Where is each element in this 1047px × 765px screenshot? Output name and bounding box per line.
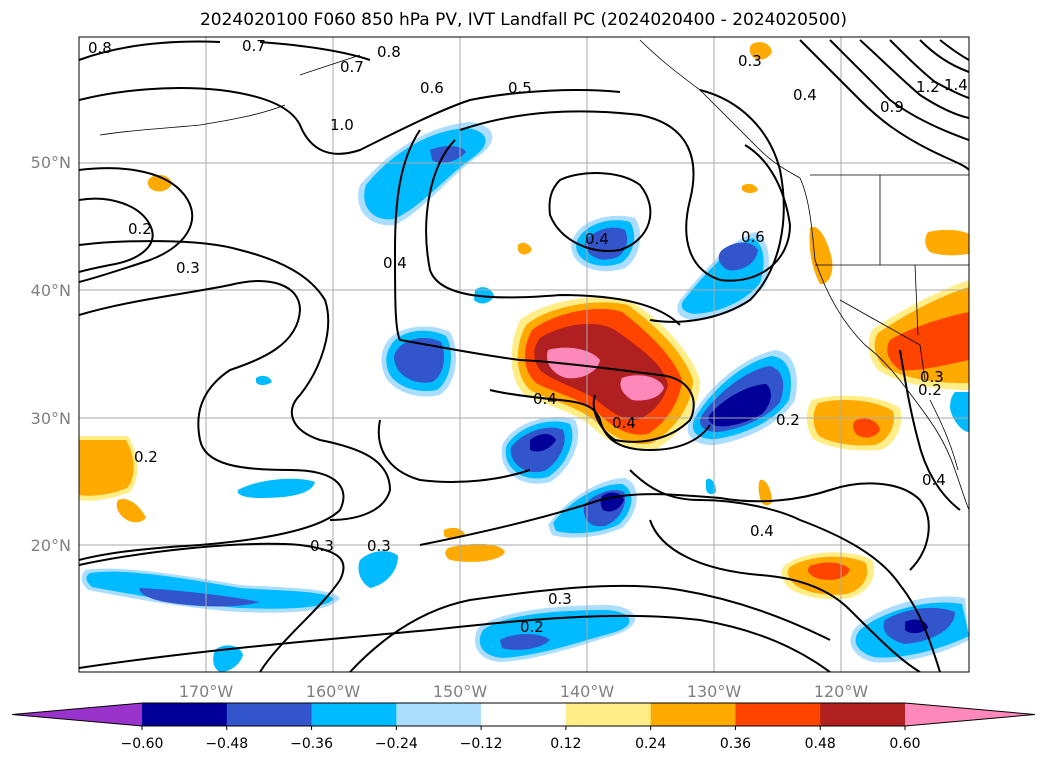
- colorbar-swatch: [311, 703, 397, 726]
- colorbar-swatch: [396, 703, 482, 726]
- colorbar-swatch: [142, 703, 228, 726]
- contour-label: 0.2: [134, 448, 158, 466]
- longitude-labels: 170°W 160°W 150°W 140°W 130°W 120°W: [179, 682, 869, 701]
- contour-label: 0.3: [310, 537, 334, 555]
- lon-label: 130°W: [687, 682, 742, 701]
- colorbar: −0.60 −0.48 −0.36 −0.24 −0.12 0.12 0.24 0.36 0.4…: [11, 702, 1036, 752]
- contour-label: 0.3: [738, 52, 762, 70]
- contour-label: 1.4: [944, 76, 968, 94]
- lon-label: 150°W: [433, 682, 488, 701]
- contour-label: 0.3: [367, 537, 391, 555]
- contour-label: 0.2: [776, 411, 800, 429]
- contour-label: 0.4: [750, 522, 774, 540]
- contour-label: 0.2: [918, 381, 942, 399]
- lon-label: 170°W: [179, 682, 234, 701]
- contour-label: 0.4: [383, 254, 407, 272]
- contour-label: 0.5: [508, 79, 532, 97]
- colorbar-tick-label: 0.24: [635, 736, 666, 752]
- contour-label: 1.0: [330, 116, 354, 134]
- colorbar-extend-high: [905, 703, 1035, 726]
- colorbar-tick-label: 0.12: [550, 736, 581, 752]
- contour-label: 0.9: [880, 98, 904, 116]
- contour-label: 0.7: [242, 37, 266, 55]
- contour-label: 0.3: [920, 368, 944, 386]
- shading-layer: [79, 42, 969, 672]
- contour-label: 0.3: [176, 259, 200, 277]
- contour-label: 0.4: [585, 230, 609, 248]
- colorbar-tick-label: −0.60: [121, 736, 164, 752]
- contour-labels: 0.8 0.7 0.8 0.7 0.6 0.5 0.3 0.4 1.2 1.4 …: [88, 37, 968, 636]
- colorbar-extend-low: [12, 703, 142, 726]
- contour-label: 0.4: [793, 86, 817, 104]
- colorbar-swatch: [226, 703, 313, 726]
- colorbar-swatch: [650, 703, 736, 726]
- colorbar-swatch: [735, 703, 821, 726]
- colorbar-tick-label: 0.36: [720, 736, 751, 752]
- colorbar-tick-label: −0.24: [375, 736, 418, 752]
- lat-label: 50°N: [31, 153, 71, 172]
- contour-label: 0.3: [548, 590, 572, 608]
- contour-label: 0.8: [377, 43, 401, 61]
- lat-label: 40°N: [31, 281, 71, 300]
- lon-label: 120°W: [814, 682, 869, 701]
- contour-label: 0.7: [340, 58, 364, 76]
- lat-label: 30°N: [31, 409, 71, 428]
- map-title: 2024020100 F060 850 hPa PV, IVT Landfall…: [199, 10, 847, 30]
- colorbar-swatch: [820, 703, 906, 726]
- latitude-labels: 50°N 40°N 30°N 20°N: [31, 153, 71, 555]
- contour-label: 0.2: [128, 220, 152, 238]
- lat-label: 20°N: [31, 536, 71, 555]
- coastlines: [99, 39, 969, 511]
- colorbar-tick-label: −0.12: [460, 736, 503, 752]
- pv-contours: [79, 39, 969, 672]
- contour-label: 0.6: [741, 228, 765, 246]
- colorbar-tick-label: −0.36: [290, 736, 333, 752]
- map-frame: [78, 36, 970, 673]
- colorbar-tick-label: 0.60: [889, 736, 920, 752]
- contour-label: 0.6: [420, 79, 444, 97]
- gridlines: [79, 37, 969, 672]
- lon-label: 140°W: [560, 682, 615, 701]
- contour-label: 0.4: [922, 471, 946, 489]
- colorbar-swatch: [481, 703, 567, 726]
- contour-label: 0.4: [612, 414, 636, 432]
- colorbar-swatch: [565, 703, 652, 726]
- colorbar-tick-label: −0.48: [205, 736, 248, 752]
- colorbar-tick-label: 0.48: [805, 736, 836, 752]
- contour-label: 0.8: [88, 39, 112, 57]
- lon-label: 160°W: [306, 682, 361, 701]
- contour-label: 0.2: [520, 618, 544, 636]
- contour-label: 0.4: [533, 390, 557, 408]
- contour-label: 1.2: [916, 78, 940, 96]
